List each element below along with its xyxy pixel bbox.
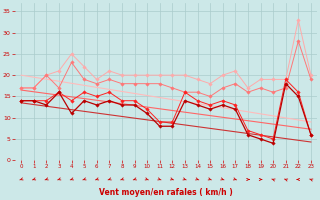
X-axis label: Vent moyen/en rafales ( km/h ): Vent moyen/en rafales ( km/h ) — [99, 188, 233, 197]
